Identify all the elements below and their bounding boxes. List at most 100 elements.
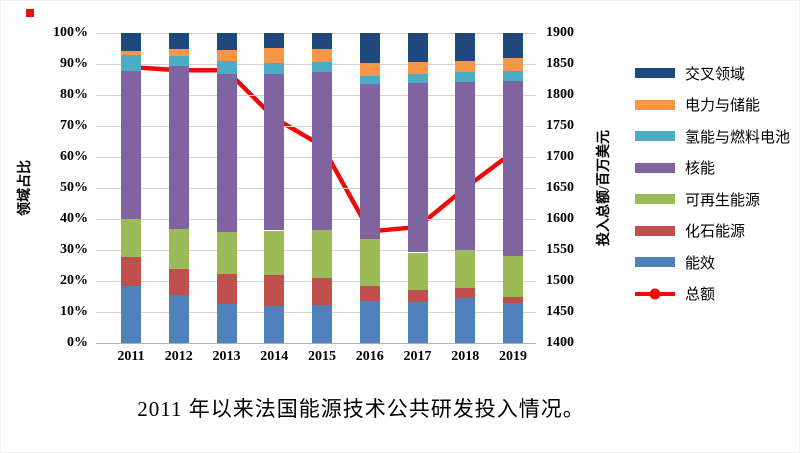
bar-segment-fossil — [216, 274, 237, 305]
bar-segment-cross-cutting — [503, 33, 523, 59]
bar-segment-nuclear — [407, 82, 428, 253]
bar-segment-nuclear — [216, 73, 237, 233]
bar-segment-power-storage — [407, 62, 428, 75]
legend-line-marker — [635, 288, 675, 299]
y-axis-tick-label: 50% — [60, 180, 88, 195]
legend-item-fossil: 化石能源 — [635, 221, 745, 241]
right-axis-tick-label: 1900 — [546, 25, 574, 40]
x-axis-label: 2014 — [260, 349, 289, 364]
x-axis-label: 2018 — [451, 349, 480, 364]
bar-segment-hydrogen-fuel-cells — [407, 74, 428, 83]
bar-segment-cross-cutting — [168, 33, 189, 49]
y-axis-tick-label: 80% — [60, 87, 88, 102]
x-axis-label: 2019 — [499, 349, 527, 364]
legend-label: 核能 — [685, 161, 716, 177]
bar-segment-hydrogen-fuel-cells — [359, 75, 380, 85]
bar-segment-efficiency — [264, 305, 285, 343]
bar-segment-cross-cutting — [312, 33, 332, 49]
bar-segment-renewables — [121, 219, 141, 258]
bar-2011 — [121, 33, 141, 343]
bar-segment-nuclear — [168, 65, 189, 230]
bar-segment-renewables — [216, 232, 237, 275]
bar-segment-efficiency — [312, 304, 332, 343]
bar-segment-efficiency — [121, 285, 141, 343]
red-dot-marker — [26, 9, 34, 17]
bar-segment-fossil — [503, 296, 523, 303]
bar-segment-power-storage — [312, 48, 332, 63]
legend-item-nuclear: 核能 — [635, 158, 715, 178]
bar-segment-efficiency — [407, 302, 428, 343]
bar-segment-nuclear — [312, 72, 332, 230]
bar-segment-hydrogen-fuel-cells — [216, 60, 237, 74]
bar-segment-efficiency — [455, 298, 476, 343]
bar-segment-power-storage — [168, 48, 189, 56]
bar-segment-renewables — [168, 229, 189, 270]
right-axis-tick-label: 1650 — [546, 180, 574, 195]
legend-swatch — [635, 194, 675, 204]
bar-2018 — [455, 33, 476, 343]
legend-swatch — [635, 99, 675, 110]
y-axis-tick-label: 30% — [60, 242, 88, 257]
x-axis-label: 2016 — [355, 349, 384, 364]
bar-segment-hydrogen-fuel-cells — [121, 54, 141, 71]
right-axis-tick-label: 1500 — [546, 273, 574, 288]
legend-swatch — [635, 68, 675, 78]
bar-segment-efficiency — [503, 302, 523, 343]
legend-line-dot — [649, 288, 661, 299]
x-axis-label: 2015 — [308, 349, 336, 364]
bar-segment-fossil — [121, 257, 141, 286]
y-axis-tick-label: 100% — [53, 25, 88, 40]
bar-segment-renewables — [503, 256, 523, 297]
right-axis-title: 投入总额/百万美元 — [597, 130, 612, 246]
bar-segment-hydrogen-fuel-cells — [455, 72, 476, 82]
bar-2014 — [264, 33, 285, 343]
legend-item-power-storage: 电力与储能 — [635, 95, 760, 115]
bar-segment-power-storage — [264, 48, 285, 64]
bar-segment-nuclear — [264, 73, 285, 231]
y-axis-tick-label: 70% — [60, 118, 88, 133]
legend-label: 交叉领域 — [685, 66, 746, 83]
bar-2019 — [503, 33, 523, 343]
bar-segment-efficiency — [168, 295, 189, 343]
caption: 2011 年以来法国能源技术公共研发投入情况。 — [137, 397, 585, 421]
bar-segment-fossil — [312, 277, 332, 305]
bar-segment-efficiency — [359, 301, 380, 343]
bar-segment-hydrogen-fuel-cells — [168, 55, 189, 66]
bar-segment-power-storage — [455, 60, 476, 73]
bar-segment-cross-cutting — [455, 33, 476, 61]
bar-segment-hydrogen-fuel-cells — [264, 63, 285, 74]
right-axis-tick-label: 1550 — [546, 242, 574, 257]
bar-segment-hydrogen-fuel-cells — [503, 71, 523, 82]
right-axis-tick-label: 1400 — [546, 335, 574, 350]
legend-item-renewables: 可再生能源 — [635, 189, 760, 209]
bar-2012 — [168, 33, 189, 343]
right-axis-tick-label: 1600 — [546, 211, 574, 226]
bar-segment-fossil — [264, 275, 285, 306]
bar-segment-cross-cutting — [121, 33, 141, 51]
bar-segment-efficiency — [216, 304, 237, 343]
legend-item-efficiency: 能效 — [635, 252, 715, 272]
legend-item-cross-cutting: 交叉领域 — [635, 63, 745, 83]
y-axis-tick-label: 20% — [60, 273, 88, 288]
y-axis-tick-label: 0% — [67, 335, 88, 350]
legend-label: 化石能源 — [685, 224, 746, 240]
x-axis-label: 2017 — [403, 349, 432, 364]
bar-segment-renewables — [407, 252, 428, 290]
right-axis-tick-label: 1450 — [546, 304, 574, 319]
legend-label: 电力与储能 — [685, 98, 761, 114]
legend-swatch — [635, 162, 675, 173]
bar-2013 — [216, 33, 237, 343]
legend-label: 总额 — [685, 287, 716, 303]
right-axis-tick-label: 1850 — [546, 56, 574, 71]
right-axis-tick-label: 1700 — [546, 149, 574, 164]
bar-segment-renewables — [455, 250, 476, 289]
bar-segment-nuclear — [503, 81, 523, 257]
y-axis-tick-label: 90% — [60, 56, 88, 71]
legend-swatch — [635, 257, 675, 267]
bar-segment-nuclear — [455, 81, 476, 250]
x-axis-label: 2013 — [212, 349, 241, 364]
bar-2015 — [312, 33, 332, 343]
x-axis-label: 2012 — [164, 349, 193, 364]
legend-label: 可再生能源 — [685, 192, 761, 209]
